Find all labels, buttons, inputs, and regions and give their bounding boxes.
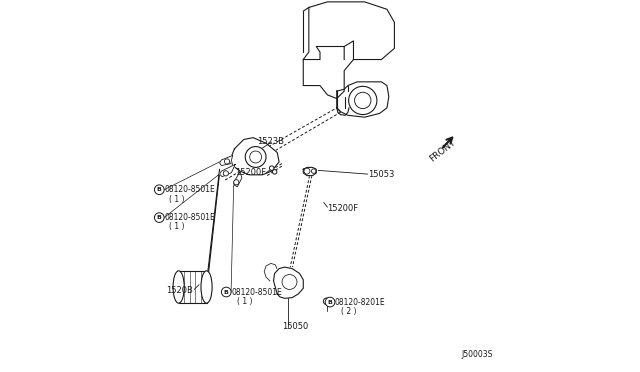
- Ellipse shape: [173, 271, 184, 303]
- Text: B: B: [328, 299, 333, 305]
- Text: 08120-8501E: 08120-8501E: [232, 288, 282, 296]
- Polygon shape: [303, 167, 316, 176]
- Circle shape: [273, 170, 277, 174]
- Ellipse shape: [201, 271, 212, 303]
- Text: 08120-8201E: 08120-8201E: [335, 298, 385, 307]
- Polygon shape: [264, 263, 277, 281]
- Text: ( 1 ): ( 1 ): [170, 195, 185, 203]
- Text: B: B: [157, 187, 162, 192]
- Text: 1520B: 1520B: [166, 286, 193, 295]
- Circle shape: [269, 166, 274, 170]
- Text: ( 1 ): ( 1 ): [237, 297, 253, 306]
- Circle shape: [154, 213, 164, 222]
- Polygon shape: [220, 164, 235, 177]
- Circle shape: [304, 168, 310, 174]
- Text: 15050: 15050: [282, 322, 308, 331]
- Text: B: B: [224, 289, 228, 295]
- Circle shape: [221, 287, 231, 297]
- Polygon shape: [337, 82, 389, 117]
- Polygon shape: [303, 2, 394, 99]
- Circle shape: [234, 180, 239, 185]
- Text: 15200F: 15200F: [235, 169, 266, 177]
- Text: ( 2 ): ( 2 ): [341, 307, 356, 316]
- Polygon shape: [220, 155, 232, 166]
- Text: B: B: [157, 215, 162, 220]
- Circle shape: [223, 171, 228, 176]
- Text: 08120-8501E: 08120-8501E: [164, 185, 215, 194]
- Polygon shape: [231, 138, 279, 175]
- Circle shape: [312, 169, 316, 173]
- Circle shape: [323, 298, 330, 305]
- Circle shape: [349, 86, 377, 115]
- Text: 15053: 15053: [369, 170, 395, 179]
- Circle shape: [154, 185, 164, 195]
- Text: 1523B: 1523B: [257, 137, 284, 146]
- Text: J50003S: J50003S: [461, 350, 493, 359]
- Circle shape: [325, 297, 335, 307]
- Text: FRONT: FRONT: [428, 138, 458, 164]
- Polygon shape: [179, 271, 207, 303]
- Text: 15200F: 15200F: [328, 204, 358, 213]
- Circle shape: [225, 159, 230, 164]
- Polygon shape: [273, 267, 303, 298]
- Text: ( 1 ): ( 1 ): [170, 222, 185, 231]
- Polygon shape: [234, 172, 242, 187]
- Text: 08120-8501E: 08120-8501E: [164, 213, 215, 222]
